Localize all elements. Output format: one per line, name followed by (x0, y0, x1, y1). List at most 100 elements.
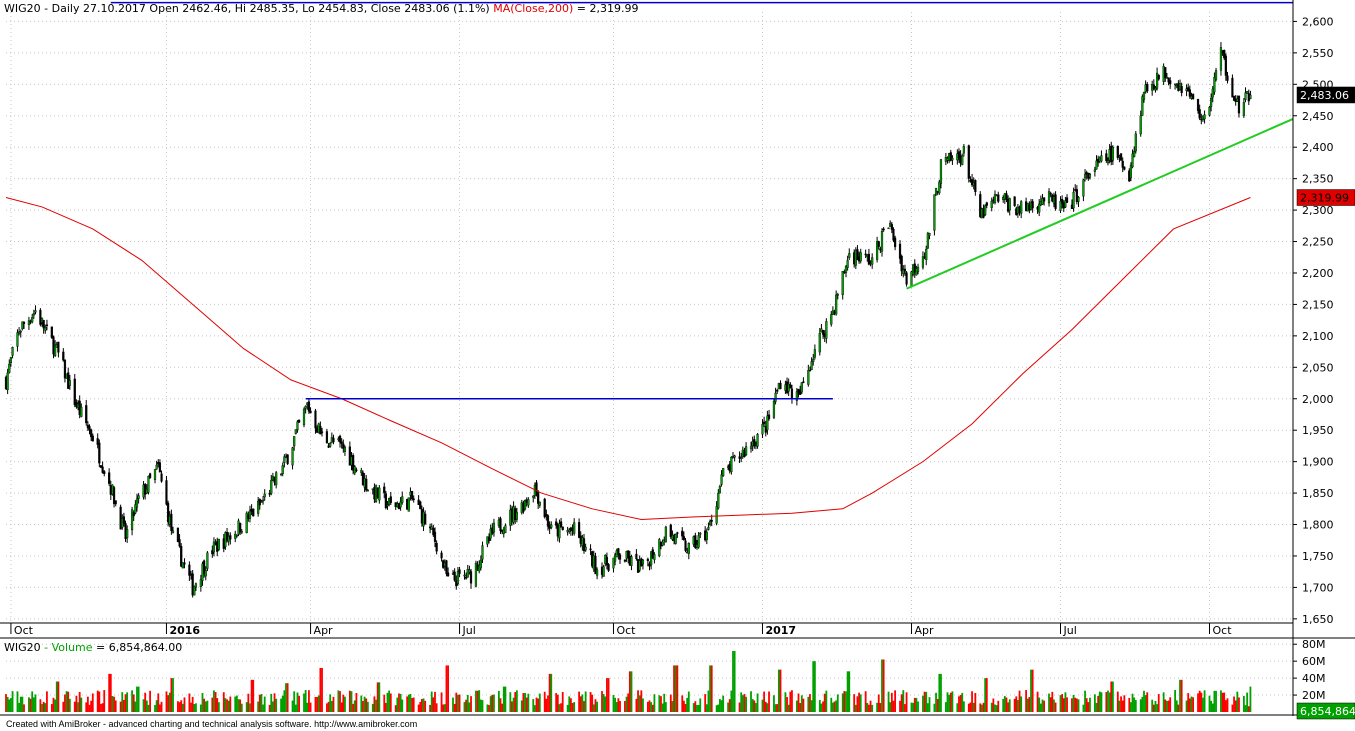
volume-bar (499, 698, 502, 712)
volume-bar (951, 691, 954, 712)
volume-bar (663, 693, 666, 712)
candle-body (365, 478, 368, 491)
volume-bar (401, 699, 404, 712)
volume-bar (68, 698, 71, 712)
candle-body (602, 566, 605, 577)
value-badges: 2,483.06 2,319.99 6,854,864 (1296, 86, 1355, 720)
volume-bar (489, 696, 492, 712)
candle-body (183, 562, 186, 565)
volume-bar (1198, 690, 1201, 712)
volume-bar (199, 704, 202, 712)
candle-body (137, 495, 140, 499)
candle-body (722, 468, 725, 476)
volume-bar (65, 691, 68, 712)
candle-body (440, 552, 443, 559)
volume-bar (159, 704, 161, 712)
candle-body (694, 535, 697, 548)
volume-bar (674, 665, 677, 712)
volume-bar (493, 694, 495, 712)
volume-bar (836, 694, 839, 712)
volume-bar (386, 692, 389, 712)
candle-body (206, 552, 209, 569)
volume-bar (314, 696, 317, 712)
volume-bar (478, 690, 481, 712)
volume-bar (350, 691, 353, 712)
candle-body (928, 233, 931, 236)
volume-bar (818, 699, 821, 712)
volume-bar (234, 696, 237, 712)
volume-bar (568, 696, 571, 712)
volume-bar (607, 678, 610, 712)
candle-body (880, 230, 884, 252)
last-ma-badge: 2,319.99 (1300, 192, 1349, 205)
volume-bar (722, 695, 725, 712)
volume-bar (360, 695, 363, 712)
candle-body (882, 228, 885, 231)
volume-bar (481, 700, 484, 712)
volume-bar (85, 702, 88, 712)
candle-body (1169, 80, 1172, 85)
volume-bar (39, 699, 42, 712)
volume-bar (430, 691, 433, 712)
candle-body (730, 456, 733, 473)
candle-body (360, 470, 363, 473)
candle-body (44, 327, 47, 331)
volume-bar (940, 673, 942, 712)
volume-bar (890, 692, 893, 712)
volume-bar (250, 679, 253, 712)
candle-body (1100, 155, 1103, 162)
candle-body (733, 455, 736, 458)
volume-bar (204, 701, 207, 712)
volume-bar (573, 702, 576, 712)
volume-bar (211, 697, 214, 712)
candle-body (465, 577, 468, 579)
volume-bar (273, 693, 276, 712)
trend-line (906, 117, 1294, 290)
volume-bar (1087, 702, 1090, 712)
volume-bar (77, 702, 79, 712)
volume-bar (560, 703, 562, 712)
volume-bar (766, 703, 769, 712)
volume-bar (353, 700, 356, 712)
candle-body (1167, 77, 1170, 83)
volume-bar (183, 697, 186, 712)
candle-body (921, 256, 925, 268)
candle-body (532, 495, 535, 498)
volume-bar (958, 696, 960, 712)
volume-bar (502, 686, 505, 712)
volume-bar (247, 693, 250, 712)
candle-body (812, 358, 815, 362)
volume-bar (1098, 691, 1101, 712)
volume-bar (121, 692, 124, 712)
volume-bar (1015, 696, 1018, 712)
candle-body (412, 498, 415, 500)
volume-bar (352, 703, 355, 712)
candle-body (275, 472, 278, 486)
volume-bar (170, 678, 173, 712)
volume-bar (1152, 704, 1155, 712)
volume-bar (660, 696, 662, 712)
volume-bar (268, 704, 271, 712)
volume-bar (249, 703, 251, 712)
volume-bar (188, 693, 191, 712)
volume-bar (501, 703, 504, 712)
volume-bar (396, 697, 399, 712)
volume-bar (283, 690, 286, 712)
volume-bar (1156, 704, 1158, 712)
candle-body (559, 521, 563, 528)
volume-bar (181, 703, 184, 712)
volume-bar (1075, 698, 1078, 712)
volume-bar (327, 701, 330, 712)
candle-body (543, 498, 546, 518)
candle-body (1043, 197, 1046, 202)
volume-bar (661, 703, 664, 712)
volume-bar (1085, 698, 1088, 712)
candle-body (1083, 174, 1087, 179)
y-tick-label: 1,850 (1302, 487, 1334, 500)
candle-body (1164, 67, 1167, 78)
volume-bar (671, 701, 674, 712)
volume-bar (1190, 696, 1193, 712)
volume-bar (812, 661, 815, 712)
candle-body (101, 466, 104, 473)
candle-body (720, 474, 723, 485)
